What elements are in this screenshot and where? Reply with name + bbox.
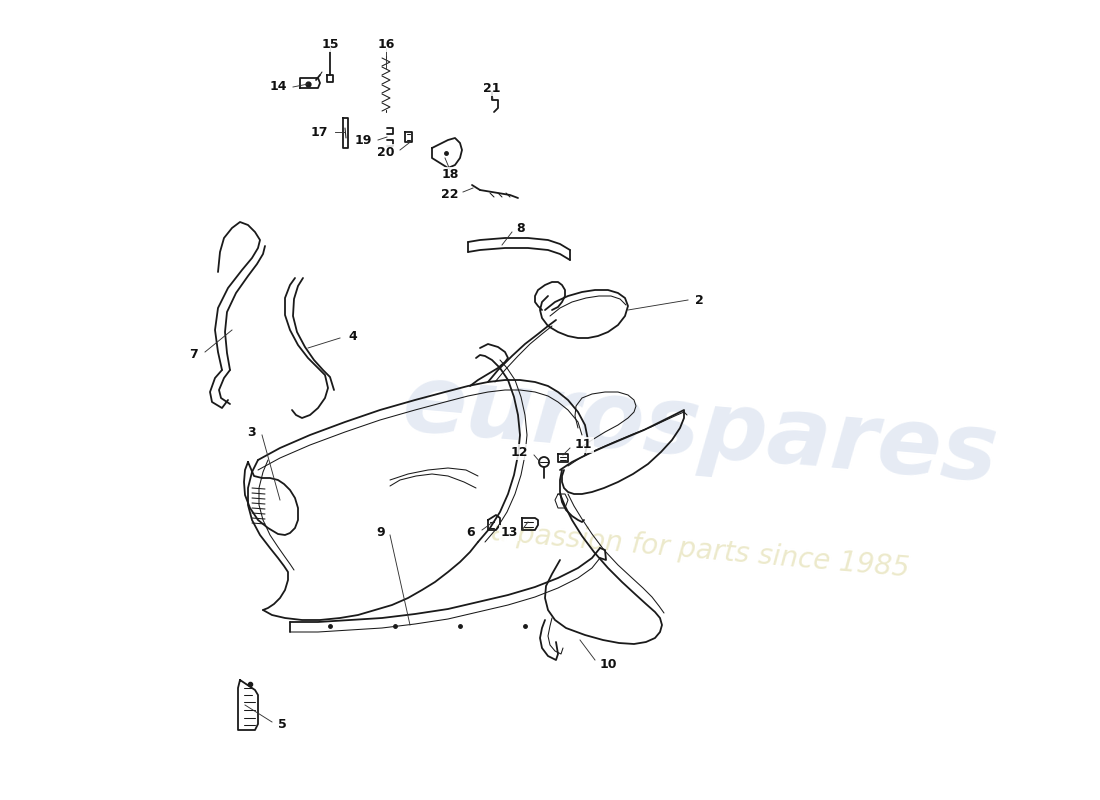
Text: eurospares: eurospares <box>398 358 1002 502</box>
Text: 11: 11 <box>575 438 593 451</box>
Text: 4: 4 <box>348 330 356 342</box>
Text: 12: 12 <box>510 446 528 458</box>
Text: 7: 7 <box>189 347 198 361</box>
Text: 16: 16 <box>377 38 395 50</box>
Text: 10: 10 <box>600 658 617 671</box>
Text: 17: 17 <box>310 126 328 138</box>
Text: 6: 6 <box>466 526 475 539</box>
Text: 21: 21 <box>483 82 500 94</box>
Text: 18: 18 <box>441 169 459 182</box>
Text: 14: 14 <box>270 81 287 94</box>
Text: 8: 8 <box>516 222 525 234</box>
Text: 9: 9 <box>376 526 385 538</box>
Text: 20: 20 <box>376 146 394 158</box>
Text: 5: 5 <box>278 718 287 730</box>
Text: 2: 2 <box>695 294 704 306</box>
Text: 22: 22 <box>440 189 458 202</box>
Text: 19: 19 <box>354 134 372 147</box>
Text: 13: 13 <box>500 526 518 539</box>
Text: 3: 3 <box>248 426 256 439</box>
Text: a passion for parts since 1985: a passion for parts since 1985 <box>490 518 910 582</box>
Text: 15: 15 <box>321 38 339 50</box>
